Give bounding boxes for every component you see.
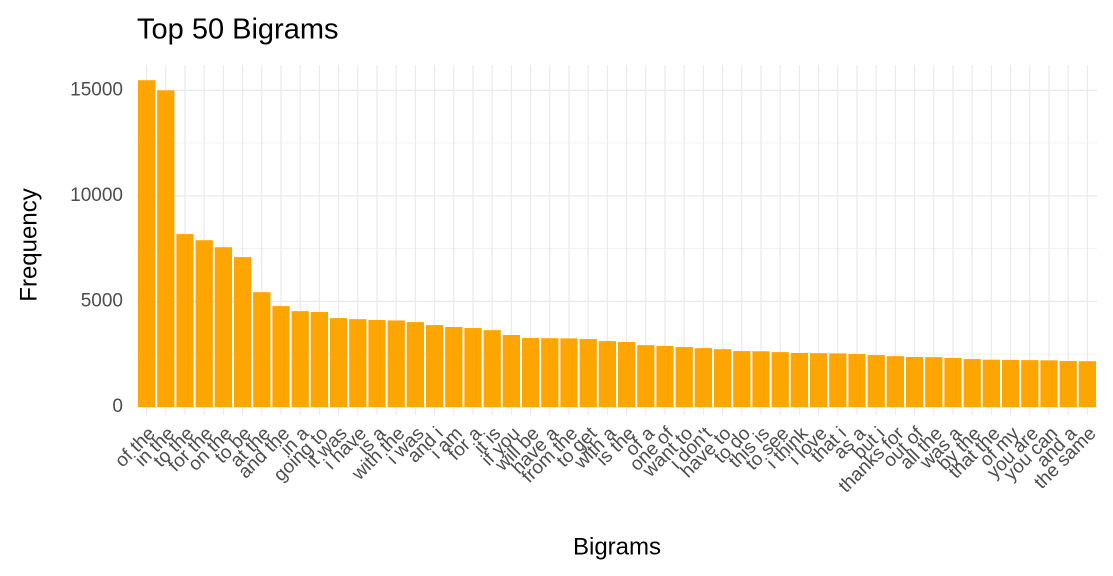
bar: [752, 351, 770, 407]
bar: [137, 80, 156, 407]
bar: [368, 320, 386, 407]
bar: [464, 328, 482, 407]
bar: [829, 353, 847, 407]
bar: [675, 347, 693, 407]
bar: [905, 356, 924, 407]
bar: [694, 348, 713, 407]
bar: [1021, 360, 1039, 407]
bar: [483, 330, 501, 407]
bar: [445, 326, 463, 407]
bar: [848, 354, 866, 407]
y-tick-label: 10000: [70, 185, 123, 206]
bar: [1001, 359, 1020, 407]
bar: [925, 357, 943, 407]
bar: [541, 338, 559, 407]
bar: [886, 356, 905, 407]
bar: [733, 351, 751, 407]
y-tick-label: 15000: [70, 79, 123, 100]
bar: [867, 355, 885, 407]
bar: [771, 352, 789, 407]
bar: [406, 322, 425, 407]
bar: [310, 312, 329, 407]
bar: [253, 292, 271, 407]
bar: [1040, 360, 1058, 407]
y-tick-label: 0: [112, 396, 123, 417]
bar: [214, 247, 233, 407]
bar: [291, 311, 309, 407]
bar: [963, 359, 981, 407]
bar: [637, 345, 655, 407]
bar: [1078, 361, 1097, 407]
bar: [387, 320, 405, 407]
bar: [176, 234, 194, 407]
bar: [598, 341, 617, 407]
chart-title: Top 50 Bigrams: [137, 14, 339, 46]
bar: [617, 341, 636, 407]
bar: [1059, 360, 1077, 407]
bar: [809, 353, 828, 407]
bar: [425, 325, 444, 407]
bar: [233, 257, 252, 407]
bar: [790, 352, 809, 407]
bar: [579, 339, 597, 407]
bar: [560, 338, 578, 407]
bar: [195, 240, 213, 407]
bar: [521, 337, 540, 407]
bar: [272, 306, 290, 407]
y-axis-title: Frequency: [15, 188, 42, 301]
y-tick-label: 5000: [81, 290, 123, 311]
x-axis-title: Bigrams: [573, 533, 661, 560]
bar: [944, 358, 962, 407]
bar: [157, 90, 175, 407]
bar: [502, 335, 521, 407]
bar: [329, 318, 348, 407]
bar: [349, 319, 367, 407]
bar: [713, 349, 732, 407]
bar: [982, 359, 1001, 407]
bar: [656, 345, 674, 407]
